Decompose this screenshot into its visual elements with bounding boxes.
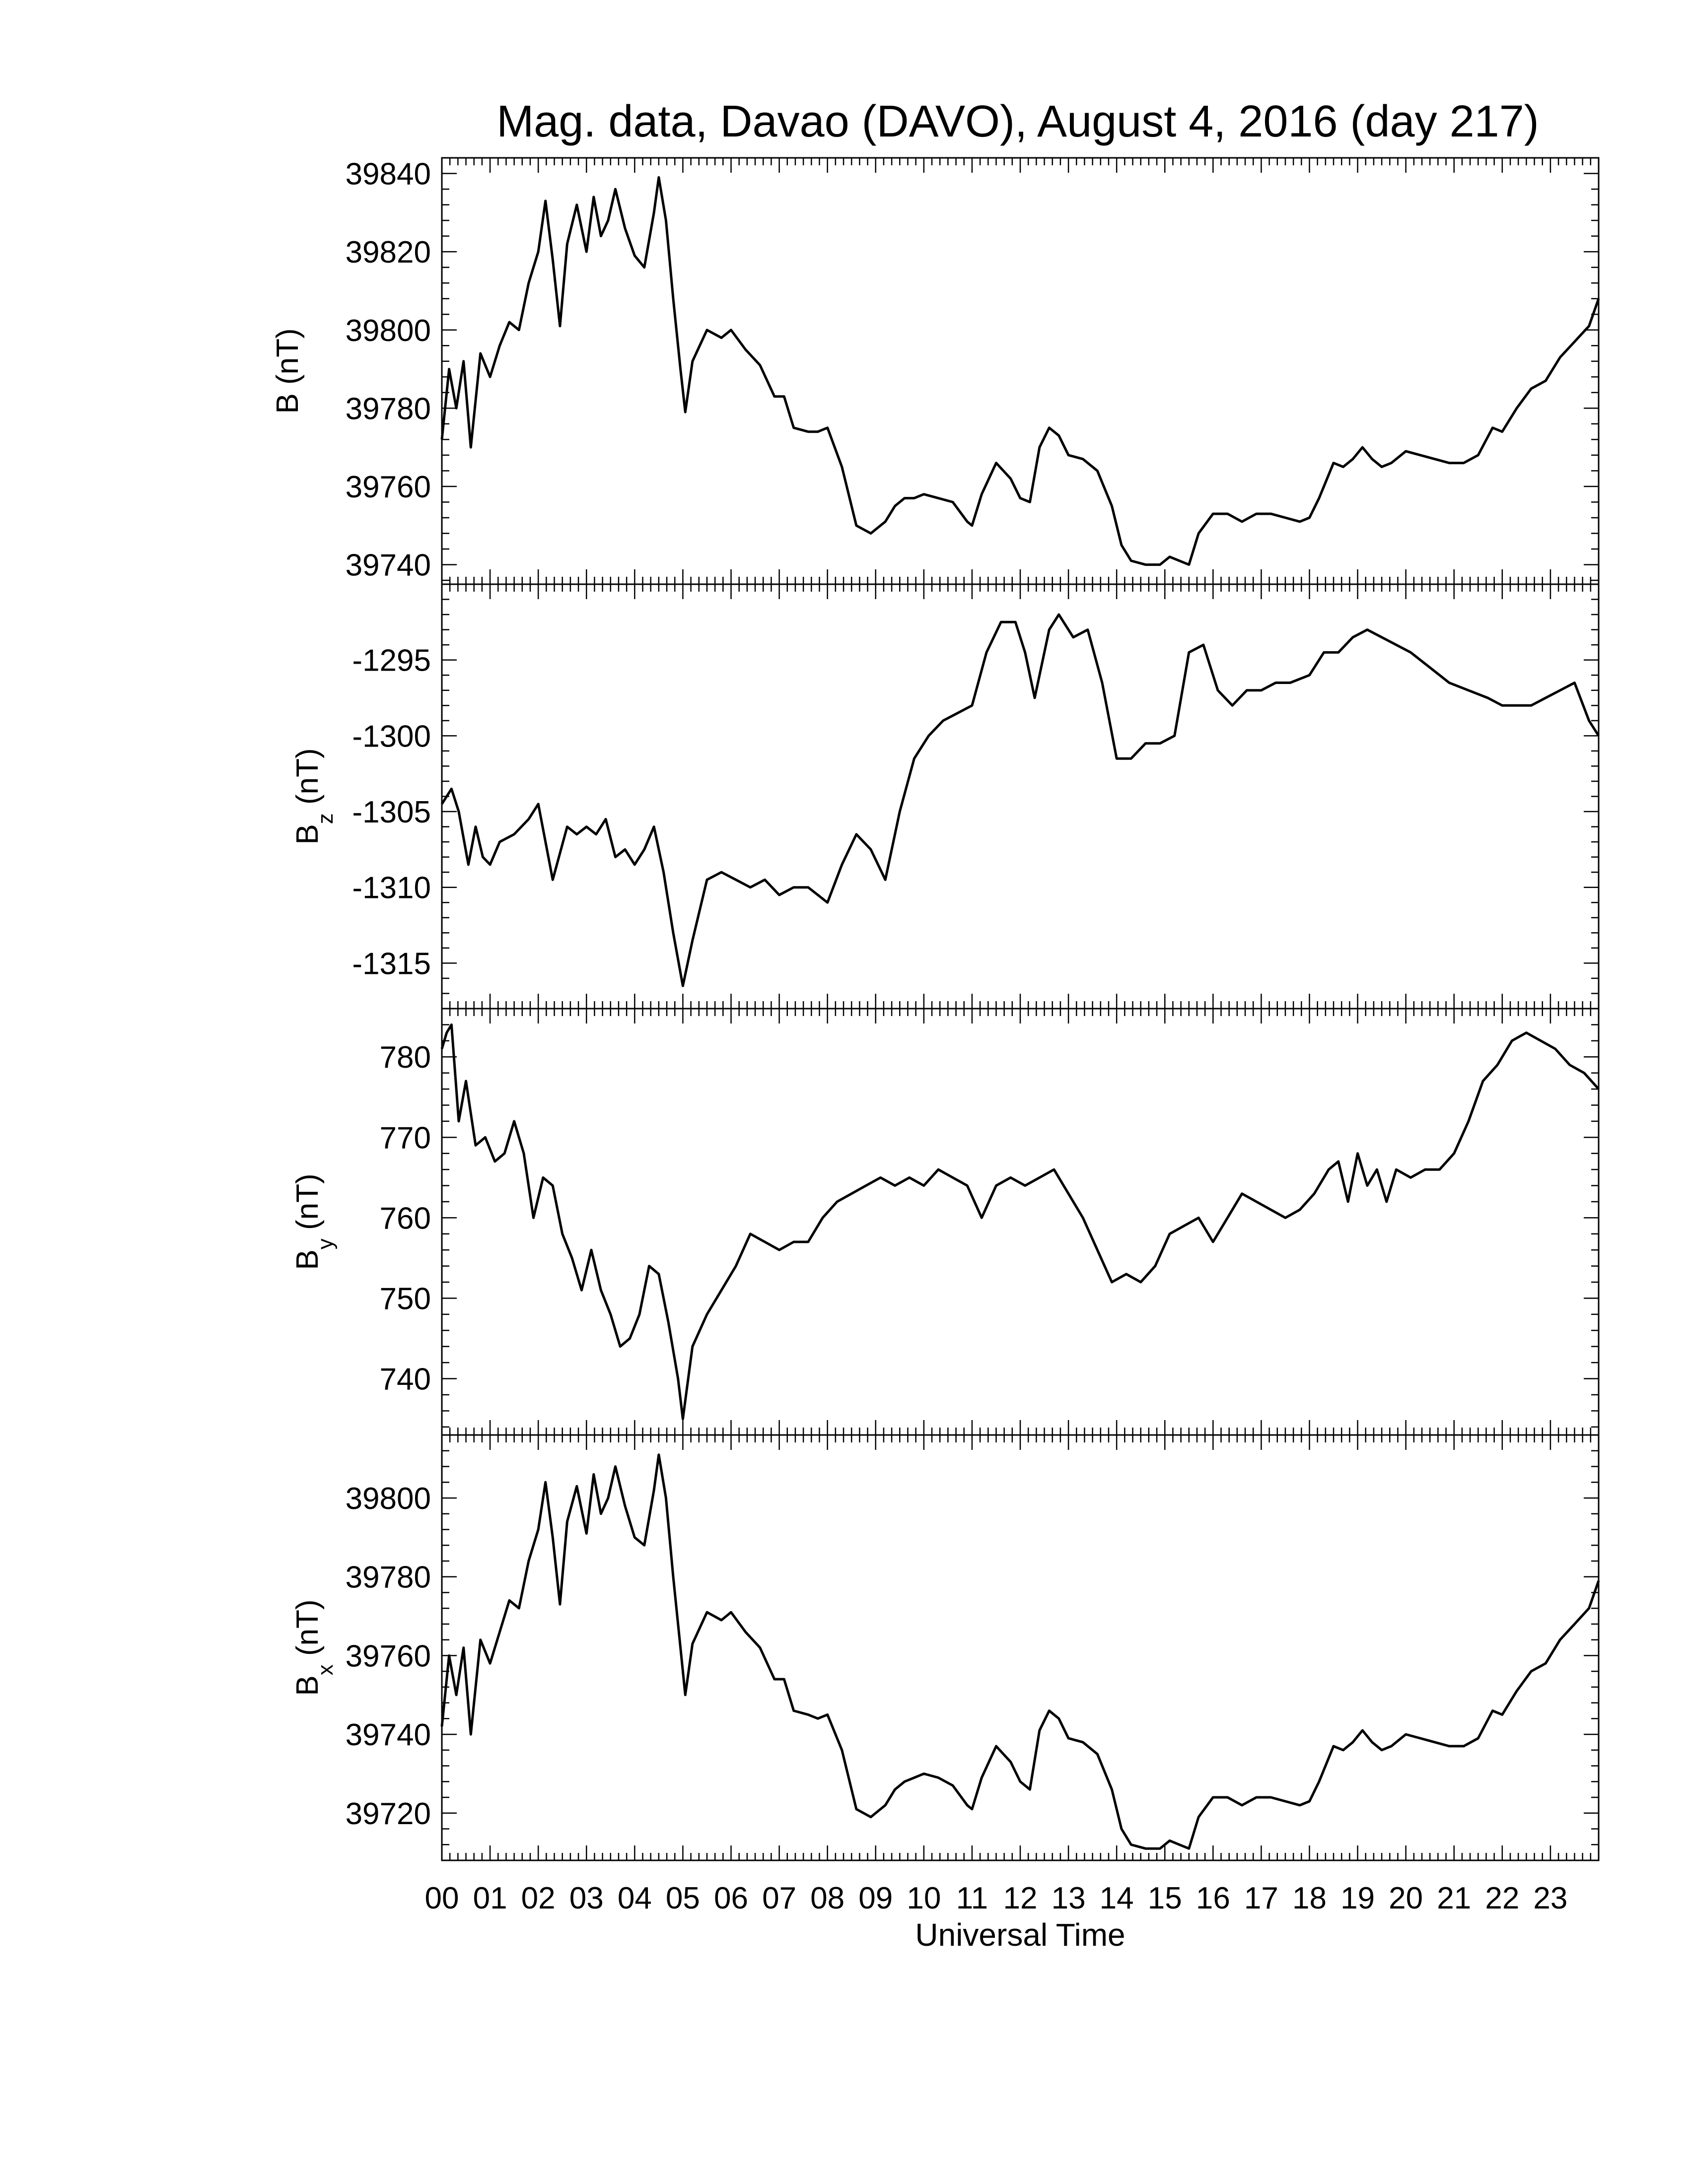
b-total-frame	[441, 157, 1600, 585]
bz-y-axis-label: Bz (nT)	[290, 748, 338, 844]
x-tick-label: 13	[1052, 1881, 1086, 1915]
by-y-axis-label-unit: (nT)	[290, 1173, 325, 1238]
x-axis-label: Universal Time	[915, 1917, 1125, 1953]
by-frame	[441, 1008, 1600, 1436]
bx-y-tick-label: 39760	[346, 1639, 431, 1673]
bz-panel: -1295 -1300 -1305 -1310 -1315 Bz (nT)	[290, 583, 1600, 1010]
bx-y-axis-label: Bx (nT)	[290, 1599, 338, 1696]
bz-y-axis-label-main: B	[290, 824, 325, 844]
x-tick-label: 16	[1196, 1881, 1230, 1915]
by-y-tick-label: 780	[380, 1040, 431, 1075]
x-tick-label: 00	[425, 1881, 459, 1915]
bx-y-tick-label: 39780	[346, 1561, 431, 1595]
by-y-tick-label: 740	[380, 1363, 431, 1397]
x-tick-label: 04	[618, 1881, 652, 1915]
x-tick-label: 06	[714, 1881, 748, 1915]
bz-y-tick-label: -1315	[352, 947, 431, 981]
b-total-y-tick-label: 39800	[346, 314, 431, 348]
b-total-y-axis-label-unit: (nT)	[271, 328, 305, 393]
b-total-y-axis-label: B (nT)	[271, 328, 305, 413]
b-total-y-tick-label: 39840	[346, 157, 431, 192]
bz-y-axis-label-sub: z	[313, 813, 338, 824]
bx-y-axis-label-sub: x	[313, 1664, 338, 1675]
x-tick-label: 12	[1003, 1881, 1038, 1915]
b-total-y-tick-label: 39740	[346, 548, 431, 583]
bz-y-axis-label-unit: (nT)	[290, 748, 325, 813]
x-tick-label: 22	[1485, 1881, 1519, 1915]
b-total-panel: 39740 39760 39780 39800 39820 39840 B (nT)	[271, 157, 1600, 585]
chart-title: Mag. data, Davao (DAVO), August 4, 2016 …	[496, 97, 1539, 146]
b-total-y-tick-label: 39780	[346, 392, 431, 426]
by-panel: 740 750 760 770 780 By (nT)	[290, 1008, 1600, 1436]
b-total-y-axis-label-main: B	[271, 393, 305, 413]
bx-frame	[441, 1434, 1600, 1861]
x-tick-label: 08	[810, 1881, 844, 1915]
bx-y-tick-label: 39740	[346, 1718, 431, 1752]
x-tick-label: 20	[1389, 1881, 1423, 1915]
bx-y-tick-label: 39800	[346, 1482, 431, 1516]
x-tick-label: 23	[1533, 1881, 1567, 1915]
bx-panel: 39720 39740 39760 39780 39800 Bx (nT)	[290, 1434, 1600, 1861]
bx-y-axis-label-unit: (nT)	[290, 1599, 325, 1664]
bx-y-axis-label-main: B	[290, 1675, 325, 1696]
b-total-series-line	[440, 176, 1600, 566]
bz-y-tick-label: -1295	[352, 644, 431, 678]
x-tick-label: 21	[1437, 1881, 1471, 1915]
bz-series-line	[440, 613, 1600, 987]
by-y-axis-label-sub: y	[313, 1238, 338, 1249]
x-tick-label: 10	[907, 1881, 941, 1915]
x-tick-label: 05	[666, 1881, 700, 1915]
bz-y-tick-label: -1300	[352, 719, 431, 753]
x-tick-label: 09	[858, 1881, 893, 1915]
x-tick-labels: 00 01 02 03 04 05 06 07 08 09 10 11 12 13 14 15 16 17 18 19…	[425, 1881, 1568, 1915]
by-y-axis-label-main: B	[290, 1249, 325, 1270]
by-y-tick-label: 770	[380, 1121, 431, 1155]
bz-frame	[441, 583, 1600, 1010]
x-tick-label: 02	[521, 1881, 556, 1915]
x-tick-label: 19	[1340, 1881, 1375, 1915]
x-tick-label: 18	[1292, 1881, 1327, 1915]
b-total-y-tick-label: 39820	[346, 235, 431, 270]
x-tick-label: 14	[1100, 1881, 1134, 1915]
bx-series-line	[440, 1453, 1600, 1850]
x-tick-label: 15	[1148, 1881, 1182, 1915]
bz-y-tick-label: -1305	[352, 795, 431, 829]
x-tick-label: 03	[569, 1881, 604, 1915]
x-tick-label: 07	[762, 1881, 796, 1915]
x-tick-label: 17	[1244, 1881, 1278, 1915]
by-series-line	[440, 1023, 1600, 1421]
x-tick-label: 01	[473, 1881, 507, 1915]
bx-y-tick-label: 39720	[346, 1797, 431, 1831]
bz-y-tick-label: -1310	[352, 871, 431, 905]
by-y-tick-label: 760	[380, 1201, 431, 1235]
x-tick-label: 11	[956, 1881, 988, 1915]
by-y-tick-label: 750	[380, 1282, 431, 1316]
b-total-y-tick-label: 39760	[346, 470, 431, 504]
by-y-axis-label: By (nT)	[290, 1173, 338, 1270]
